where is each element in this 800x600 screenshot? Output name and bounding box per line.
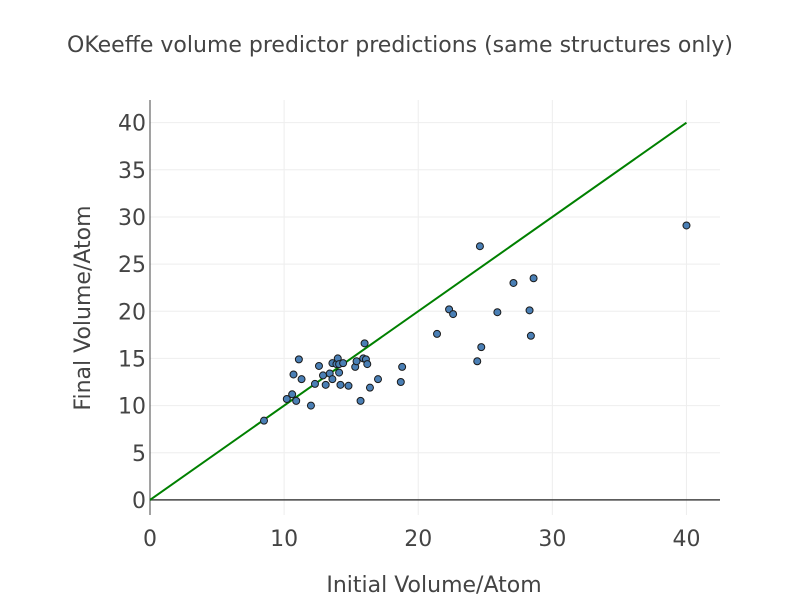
reference-line bbox=[149, 121, 688, 501]
data-point bbox=[289, 370, 298, 379]
data-point bbox=[314, 361, 323, 370]
data-point bbox=[352, 357, 361, 366]
y-tick-label: 20 bbox=[118, 300, 146, 325]
y-tick-label: 30 bbox=[118, 206, 146, 231]
data-point bbox=[363, 360, 372, 369]
y-tick-label: 25 bbox=[118, 253, 146, 278]
data-point bbox=[260, 416, 268, 425]
data-point bbox=[525, 306, 534, 315]
data-point bbox=[310, 379, 319, 388]
data-point bbox=[356, 396, 365, 405]
x-tick-label: 0 bbox=[143, 527, 157, 552]
data-point bbox=[509, 278, 518, 287]
data-point bbox=[493, 308, 502, 317]
y-tick-label: 15 bbox=[118, 347, 146, 372]
data-point bbox=[365, 383, 374, 392]
grid-lines bbox=[150, 100, 720, 515]
data-point bbox=[433, 329, 442, 338]
data-point bbox=[319, 371, 328, 380]
data-point bbox=[473, 357, 482, 366]
axes bbox=[149, 100, 720, 515]
y-axis-ticks: 0 5 10 15 20 25 30 35 40 bbox=[118, 112, 146, 514]
data-point bbox=[360, 339, 369, 348]
data-point bbox=[396, 378, 405, 387]
data-point bbox=[335, 368, 344, 377]
data-point bbox=[321, 380, 330, 389]
x-tick-label: 20 bbox=[404, 527, 432, 552]
data-point bbox=[328, 375, 337, 384]
data-point bbox=[336, 380, 345, 389]
chart-title: OKeeffe volume predictor predictions (sa… bbox=[67, 33, 733, 58]
data-point bbox=[449, 310, 458, 319]
data-point bbox=[294, 355, 303, 364]
data-point bbox=[306, 401, 315, 410]
x-axis-ticks: 0 10 20 30 40 bbox=[143, 527, 700, 552]
data-point bbox=[344, 381, 353, 390]
data-point bbox=[398, 362, 407, 371]
y-tick-label: 10 bbox=[118, 395, 146, 420]
data-point bbox=[477, 343, 486, 352]
data-point bbox=[339, 359, 348, 368]
data-point bbox=[297, 375, 306, 384]
x-tick-label: 30 bbox=[538, 527, 566, 552]
series-lines bbox=[149, 121, 688, 501]
data-point bbox=[288, 390, 297, 399]
x-axis-label: Initial Volume/Atom bbox=[326, 573, 541, 598]
data-point bbox=[475, 242, 484, 251]
y-tick-label: 35 bbox=[118, 159, 146, 184]
y-tick-label: 5 bbox=[132, 442, 146, 467]
data-point bbox=[292, 396, 301, 405]
y-tick-label: 0 bbox=[132, 489, 146, 514]
y-axis-label: Final Volume/Atom bbox=[71, 205, 96, 410]
data-point bbox=[529, 274, 538, 283]
data-point bbox=[374, 375, 382, 384]
data-point bbox=[282, 394, 291, 403]
y-tick-label: 40 bbox=[118, 112, 146, 137]
x-tick-label: 10 bbox=[270, 527, 298, 552]
x-tick-label: 40 bbox=[672, 527, 700, 552]
data-point bbox=[682, 221, 691, 230]
data-point bbox=[526, 331, 535, 340]
series-points bbox=[260, 221, 691, 425]
